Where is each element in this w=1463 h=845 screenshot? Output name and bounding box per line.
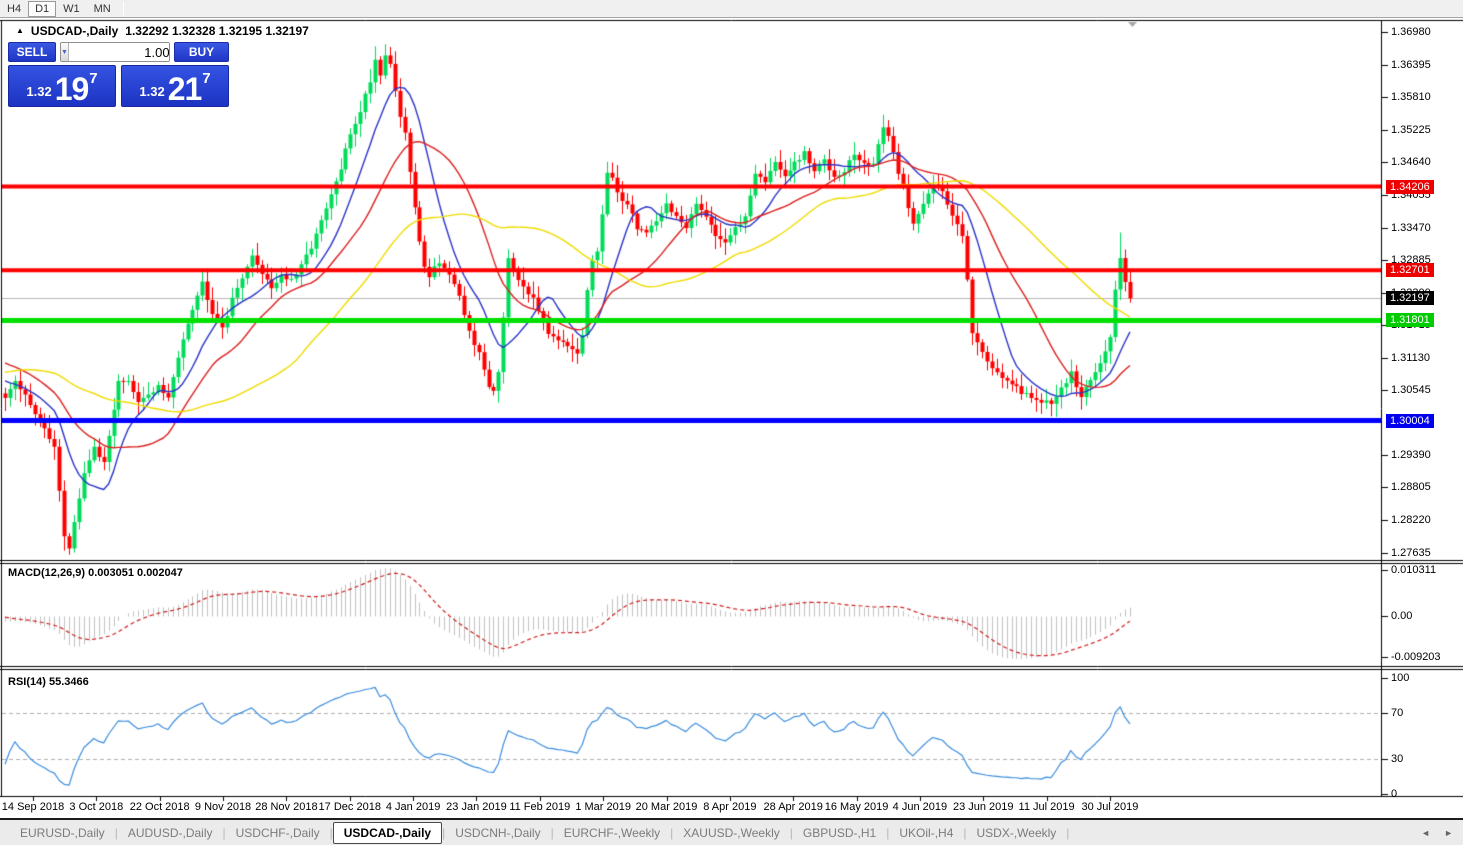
tab-separator: |: [670, 825, 674, 840]
timeframe-toolbar: H4 D1 W1 MN: [0, 0, 1463, 18]
price-axis-tick: 1.35225: [1391, 123, 1431, 136]
chart-tab-ukoil-h4[interactable]: UKOil-,H4: [899, 825, 954, 840]
timeframe-button-w1[interactable]: W1: [63, 2, 80, 15]
date-axis-label: 23 Jan 2019: [446, 801, 507, 813]
date-axis-label: 11 Jul 2019: [1018, 801, 1075, 813]
macd-indicator-label: MACD(12,26,9) 0.003051 0.002047: [8, 567, 183, 579]
date-axis-label: 17 Dec 2018: [318, 801, 381, 813]
chart-tab-usdchf-daily[interactable]: USDCHF-,Daily: [235, 825, 320, 840]
sell-quote-box[interactable]: 1.32 19 7: [8, 65, 116, 107]
tab-separator: |: [329, 825, 333, 840]
price-level-badge: 1.31801: [1386, 313, 1434, 328]
tab-separator: |: [963, 825, 967, 840]
tab-separator: |: [442, 825, 446, 840]
ohlc-values: 1.32292 1.32328 1.32195 1.32197: [125, 24, 309, 38]
buy-price-sup: 7: [202, 70, 211, 87]
rsi-axis-tick: 70: [1391, 706, 1404, 719]
rsi-indicator-label: RSI(14) 55.3466: [8, 676, 89, 688]
price-level-badge: 1.32701: [1386, 263, 1434, 278]
timeframe-button-mn[interactable]: MN: [93, 2, 111, 15]
chart-tab-eurchf-weekly[interactable]: EURCHF-,Weekly: [563, 825, 661, 840]
chart-tab-bar: EURUSD-,Daily | AUDUSD-,Daily | USDCHF-,Dail…: [0, 818, 1463, 845]
tab-separator: |: [550, 825, 554, 840]
chart-tabs: EURUSD-,Daily | AUDUSD-,Daily | USDCHF-,Dail…: [0, 820, 1069, 845]
price-level-badge: 1.32197: [1386, 291, 1434, 306]
buy-button[interactable]: BUY: [174, 42, 229, 62]
price-axis-tick: 1.29390: [1391, 448, 1431, 461]
chart-tab-usdcad-daily[interactable]: USDCAD-,Daily: [332, 821, 443, 844]
sell-price-prefix: 1.32: [26, 84, 52, 99]
price-axis-tick: 1.36395: [1391, 58, 1431, 71]
price-axis-tick: 1.27635: [1391, 546, 1431, 559]
price-axis-tick: 1.28220: [1391, 513, 1431, 526]
price-axis-tick: 1.35810: [1391, 91, 1431, 104]
collapse-panel-icon[interactable]: ▲: [16, 25, 24, 35]
toolbar-separator: [122, 2, 124, 15]
buy-price-prefix: 1.32: [139, 84, 165, 99]
tab-separator: |: [789, 825, 793, 840]
price-axis-tick: 1.36980: [1391, 26, 1431, 38]
date-axis-label: 30 Jul 2019: [1081, 801, 1139, 813]
price-axis-tick: 1.33470: [1391, 221, 1431, 234]
date-axis-label: 14 Sep 2018: [1, 801, 65, 813]
price-axis-tick: 1.31130: [1391, 351, 1430, 364]
sell-price-sup: 7: [89, 70, 98, 87]
price-axis-tick: 1.30545: [1391, 384, 1431, 397]
rsi-axis-tick: 0: [1391, 788, 1398, 800]
rsi-axis-tick: 100: [1391, 672, 1410, 684]
date-axis-label: 28 Nov 2018: [255, 801, 318, 813]
tab-separator: |: [222, 825, 226, 840]
one-click-trading-panel: SELL ▼ ▲ BUY 1.32 19 7 1.32 21 7: [8, 42, 229, 107]
timeframe-button-d1[interactable]: D1: [28, 0, 57, 17]
volume-decrease-icon[interactable]: ▼: [61, 43, 69, 61]
tab-scroll-left-icon[interactable]: ◄: [1421, 827, 1431, 838]
tab-separator: |: [1066, 825, 1070, 840]
tab-separator: |: [114, 825, 118, 840]
date-axis-label: 23 Jun 2019: [952, 801, 1014, 813]
volume-input[interactable]: [68, 43, 169, 61]
date-axis-label: 20 Mar 2019: [635, 801, 698, 813]
date-axis-label: 3 Oct 2018: [69, 801, 124, 813]
tab-scroll-right-icon[interactable]: ►: [1444, 827, 1453, 838]
sell-price-big: 19: [54, 70, 90, 107]
date-axis-label: 9 Nov 2018: [194, 801, 252, 813]
chart-tab-eurusd-daily[interactable]: EURUSD-,Daily: [20, 825, 105, 840]
price-axis-tick: 1.34640: [1391, 156, 1431, 169]
date-axis-label: 8 Apr 2019: [703, 801, 757, 813]
macd-axis-tick: 0.010311: [1391, 563, 1437, 576]
rsi-axis-tick: 30: [1391, 753, 1404, 766]
date-axis-label: 4 Jan 2019: [385, 801, 441, 813]
chart-tab-gbpusd-h1[interactable]: GBPUSD-,H1: [802, 825, 877, 840]
chart-tab-usdx-weekly[interactable]: USDX-,Weekly: [976, 825, 1057, 840]
price-level-badge: 1.30004: [1386, 413, 1434, 428]
date-axis-label: 16 May 2019: [824, 801, 889, 813]
chart-tab-xauusd-weekly[interactable]: XAUUSD-,Weekly: [683, 825, 780, 840]
tab-separator: |: [886, 825, 890, 840]
timeframe-button-h4[interactable]: H4: [7, 2, 22, 15]
chart-tab-usdcnh-daily[interactable]: USDCNH-,Daily: [455, 825, 541, 840]
date-axis-label: 1 Mar 2019: [575, 801, 631, 813]
tab-scroll-arrows: ◄ ►: [1421, 820, 1453, 845]
date-axis-label: 22 Oct 2018: [129, 801, 190, 813]
buy-quote-box[interactable]: 1.32 21 7: [121, 65, 229, 107]
symbol-name: USDCAD-,Daily: [30, 24, 119, 38]
date-axis-label: 28 Apr 2019: [763, 801, 823, 813]
price-level-badge: 1.34206: [1386, 179, 1434, 194]
buy-price-big: 21: [167, 70, 203, 107]
date-axis-label: 4 Jun 2019: [892, 801, 948, 813]
price-axis-tick: 1.28805: [1391, 481, 1431, 494]
macd-axis-tick: 0.00: [1391, 610, 1413, 622]
sell-button[interactable]: SELL: [8, 42, 56, 62]
chart-tab-audusd-daily[interactable]: AUDUSD-,Daily: [127, 825, 213, 840]
macd-axis-tick: -0.009203: [1391, 651, 1441, 664]
chart-title: ▲ USDCAD-,Daily 1.32292 1.32328 1.32195 …: [16, 24, 309, 38]
price-axis-tick: 1.32885: [1391, 254, 1431, 267]
date-axis-label: 11 Feb 2019: [509, 801, 571, 813]
volume-spinner: ▼ ▲: [60, 42, 170, 62]
